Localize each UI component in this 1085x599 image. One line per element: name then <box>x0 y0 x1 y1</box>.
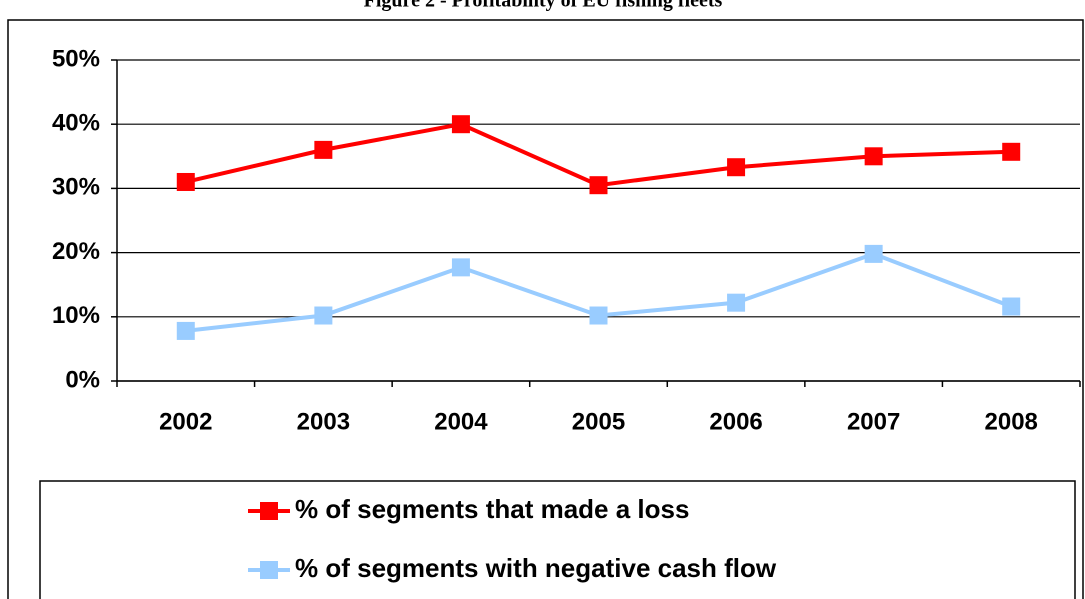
data-point <box>727 293 746 312</box>
data-point <box>451 258 470 277</box>
data-point <box>314 306 333 325</box>
y-tick-label: 50% <box>52 45 100 72</box>
x-tick-label: 2005 <box>572 408 625 435</box>
legend-marker <box>260 561 278 579</box>
data-point <box>176 321 195 340</box>
y-tick-label: 40% <box>52 110 100 137</box>
data-point <box>864 244 883 263</box>
x-tick-label: 2006 <box>709 408 762 435</box>
x-tick-label: 2004 <box>434 408 488 435</box>
legend-box <box>39 480 1076 599</box>
y-tick-label: 0% <box>65 366 100 393</box>
chart-frame <box>7 19 1084 599</box>
series-line <box>185 122 1012 188</box>
x-tick-label: 2003 <box>297 408 350 435</box>
legend-marker <box>260 502 278 520</box>
data-point <box>314 140 333 159</box>
y-tick-label: 30% <box>52 174 100 201</box>
x-tick-label: 2002 <box>159 408 212 435</box>
y-tick-label: 10% <box>52 302 100 329</box>
data-point <box>864 147 883 166</box>
x-tick-label: 2007 <box>847 408 900 435</box>
legend-label: % of segments that made a loss <box>295 494 689 524</box>
data-point <box>1002 142 1021 161</box>
chart-title: Figure 2 - Profitability of EU fishing f… <box>364 0 723 12</box>
data-point <box>1002 297 1021 316</box>
y-tick-label: 20% <box>52 238 100 265</box>
data-point <box>451 115 470 134</box>
data-point <box>589 176 608 195</box>
legend-label: % of segments with negative cash flow <box>295 553 777 583</box>
x-tick-label: 2008 <box>985 408 1038 435</box>
data-point <box>176 172 195 191</box>
data-point <box>589 306 608 325</box>
data-point <box>727 158 746 177</box>
